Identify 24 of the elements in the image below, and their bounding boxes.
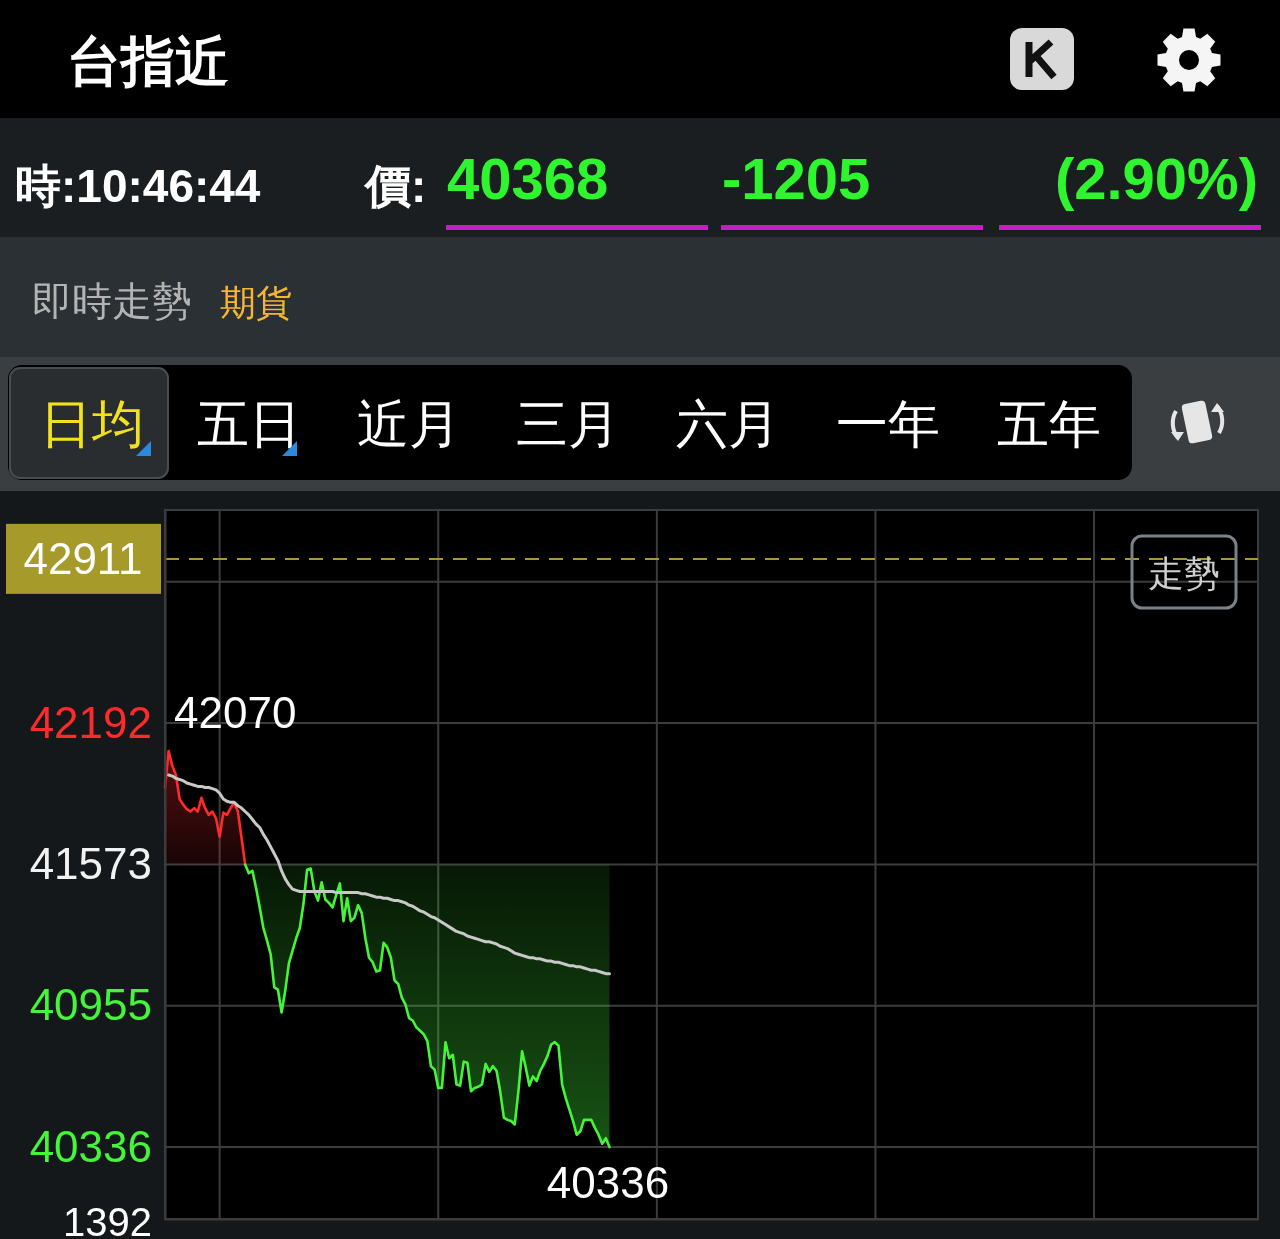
text: 日均 [40,395,144,453]
text: 三月 [516,395,620,453]
text: 40368 [447,146,609,211]
text: 一年 [836,395,940,453]
annotation: 走勢 [1148,553,1220,594]
text: 時:10:46:44 [15,160,261,212]
text: 五年 [997,395,1101,453]
text: 近月 [357,395,461,453]
chart-subtitle: 即時走勢 [32,279,192,323]
y-tick-label: 42192 [29,697,152,747]
y-tick-label: 40955 [29,980,152,1030]
text: 期貨 [220,282,292,323]
text: 六月 [676,395,780,453]
text: 價: [363,160,427,212]
y-tick-label: 40336 [29,1121,152,1171]
chart-title: 台指近 [67,31,229,91]
ref-line-label: 42911 [23,534,143,584]
text: 五日 [197,395,301,453]
text: 1392 [63,1200,152,1239]
y-tick-label: 41573 [29,839,152,889]
text: -1205 [722,146,871,211]
annotation: 40336 [546,1158,670,1207]
text: (2.90%) [1054,146,1258,211]
annotation: 42070 [174,688,297,737]
